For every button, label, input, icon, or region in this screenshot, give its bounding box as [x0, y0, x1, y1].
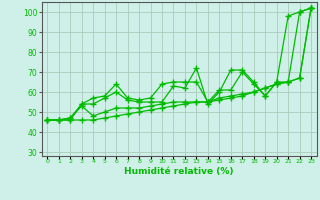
X-axis label: Humidité relative (%): Humidité relative (%) — [124, 167, 234, 176]
